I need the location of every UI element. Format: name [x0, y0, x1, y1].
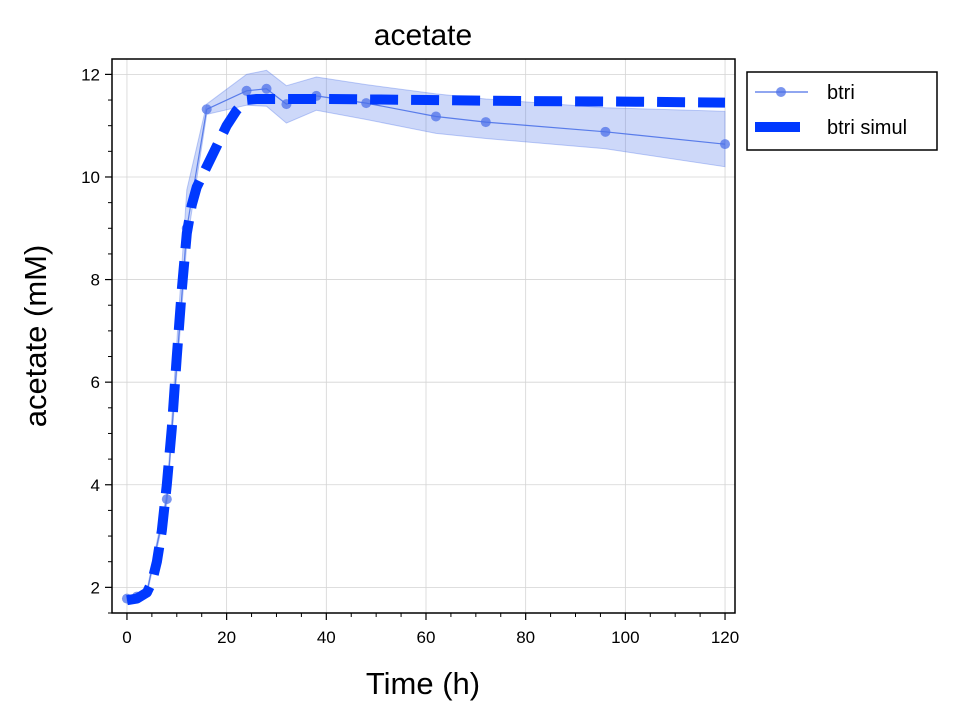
plot-frame — [111, 58, 736, 614]
x-tick-label: 20 — [217, 628, 236, 647]
data-point-btri — [261, 83, 272, 94]
data-point-btri — [480, 117, 491, 128]
x-tick-label: 60 — [417, 628, 436, 647]
legend: btri btri simul — [746, 71, 938, 151]
data-point-btri — [600, 126, 611, 137]
chart-title: acetate — [374, 19, 472, 52]
legend-label: btri — [827, 82, 855, 104]
x-axis-title: Time (h) — [366, 666, 480, 701]
x-tick-label: 100 — [611, 628, 639, 647]
data-point-btri — [201, 104, 212, 115]
legend-label: btri simul — [827, 117, 907, 139]
x-tick-label: 0 — [122, 628, 131, 647]
series-layer — [121, 83, 731, 606]
series-line-btri-simul — [126, 94, 726, 606]
data-point-btri — [161, 494, 172, 505]
data-point-btri — [361, 98, 372, 109]
y-tick-label: 10 — [81, 168, 100, 187]
axes: 0 20 40 60 80 100 120 2 4 6 8 10 12 — [81, 58, 739, 647]
data-point-btri — [720, 139, 731, 150]
y-tick-label: 8 — [91, 271, 100, 290]
y-tick-label: 6 — [91, 373, 100, 392]
y-tick-label: 4 — [91, 476, 100, 495]
y-tick-label: 2 — [91, 578, 100, 597]
x-tick-label: 80 — [516, 628, 535, 647]
x-tick-label: 120 — [711, 628, 739, 647]
x-tick-label: 40 — [317, 628, 336, 647]
legend-swatch-marker — [776, 87, 786, 97]
grid — [112, 59, 735, 613]
y-tick-label: 12 — [81, 65, 100, 84]
data-point-btri — [241, 85, 252, 96]
legend-box — [746, 71, 938, 151]
data-point-btri — [430, 111, 441, 122]
y-axis-title: acetate (mM) — [18, 245, 53, 428]
